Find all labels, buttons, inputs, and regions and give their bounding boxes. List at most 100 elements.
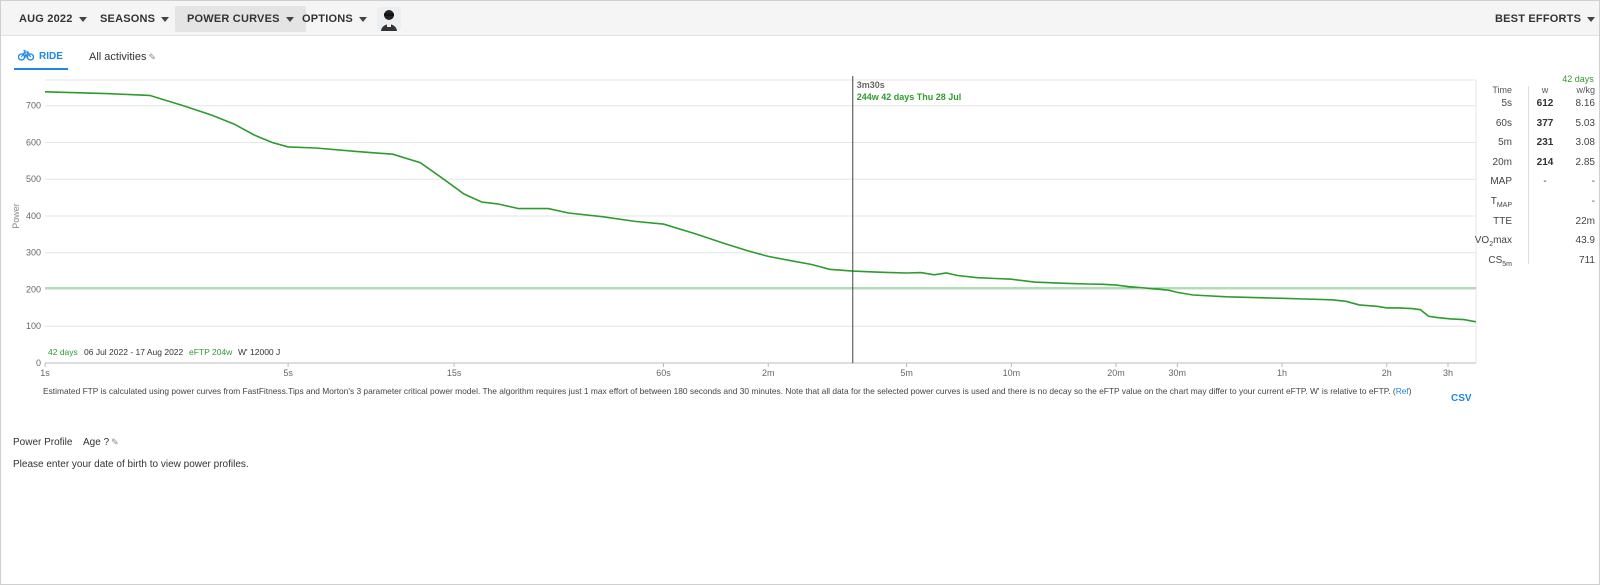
header-time: Time: [1492, 85, 1512, 95]
x-tick-label: 20m: [1107, 368, 1125, 378]
row-w: 612: [1536, 98, 1554, 109]
row-label: 60s: [1495, 118, 1512, 129]
table-row: MAP - -: [1480, 176, 1598, 194]
caret-down-icon: [285, 16, 294, 22]
eftp-note-close: ): [1408, 386, 1412, 396]
seasons-menu-label: SEASONS: [100, 13, 156, 25]
vo2max-label-b: max: [1493, 235, 1512, 246]
cs-value: 711: [1579, 255, 1595, 266]
row-label: 5m: [1498, 137, 1512, 148]
vo2max-label-a: VO: [1474, 235, 1490, 246]
table-separator: [1528, 86, 1529, 264]
y-tick-label: 200: [26, 284, 41, 294]
tte-label: TTE: [1493, 216, 1512, 227]
power-curves-menu-label: POWER CURVES: [187, 13, 280, 25]
y-tick-label: 300: [26, 248, 41, 258]
row-wkg: -: [1591, 176, 1595, 187]
x-tick-label: 2m: [762, 368, 775, 378]
vo2max-sub: 2: [1489, 241, 1494, 248]
best-efforts-menu-label: BEST EFFORTS: [1495, 13, 1582, 25]
y-tick-label: 500: [26, 174, 41, 184]
tmap-value: -: [1591, 196, 1595, 207]
header-wkg: w/kg: [1576, 85, 1595, 95]
caret-down-icon: [78, 16, 87, 22]
table-row: VO2max 43.9: [1475, 235, 1598, 253]
age-field[interactable]: Age ? ✎: [83, 437, 119, 448]
pencil-icon: ✎: [111, 437, 119, 447]
x-tick-label: 5s: [283, 368, 293, 378]
legend-eftp: eFTP 204w: [189, 347, 233, 357]
table-row: 5s 612 8.16: [1480, 98, 1598, 116]
top-toolbar: AUG 2022 SEASONS POWER CURVES OPTIONS BE…: [1, 1, 1599, 36]
x-tick-label: 60s: [656, 368, 671, 378]
row-w: 377: [1536, 118, 1554, 129]
row-label: VO2max: [1475, 235, 1512, 248]
x-tick-label: 5m: [900, 368, 913, 378]
y-tick-label: 100: [26, 321, 41, 331]
tmap-sub: MAP: [1496, 202, 1512, 209]
cursor-readout: 244w 42 days Thu 28 Jul: [857, 92, 962, 102]
age-label: Age ?: [83, 437, 110, 448]
x-tick-label: 3h: [1443, 368, 1453, 378]
legend-wprime: W' 12000 J: [238, 347, 280, 357]
stats-days-label: 42 days: [1562, 74, 1594, 84]
chart-grid: [45, 79, 1477, 364]
table-row: 20m 214 2.85: [1480, 157, 1598, 175]
y-tick-label: 600: [26, 137, 41, 147]
month-menu[interactable]: AUG 2022: [7, 6, 99, 32]
eftp-note-text: Estimated FTP is calculated using power …: [43, 386, 1396, 396]
y-tick-label: 0: [36, 358, 41, 368]
activity-filter[interactable]: All activities ✎: [89, 51, 156, 63]
x-tick-label: 1h: [1277, 368, 1287, 378]
ref-link[interactable]: Ref: [1395, 386, 1409, 396]
caret-down-icon: [358, 16, 367, 22]
eftp-note: Estimated FTP is calculated using power …: [43, 386, 1412, 396]
vo2max-value: 43.9: [1575, 235, 1595, 246]
table-row: CS5m 711: [1480, 255, 1598, 273]
row-w: -: [1543, 176, 1547, 187]
power-curves-menu[interactable]: POWER CURVES: [175, 6, 306, 32]
row-label: MAP: [1490, 176, 1512, 187]
avatar[interactable]: [377, 7, 401, 31]
table-row: TTE 22m: [1480, 216, 1598, 234]
legend-days: 42 days: [48, 347, 78, 357]
month-menu-label: AUG 2022: [19, 13, 73, 25]
x-tick-label: 1s: [40, 368, 50, 378]
power-profile-message: Please enter your date of birth to view …: [13, 459, 249, 470]
options-menu[interactable]: OPTIONS: [290, 6, 379, 32]
row-wkg: 3.08: [1575, 137, 1595, 148]
row-wkg: 2.85: [1575, 157, 1595, 168]
tmap-label: T: [1490, 196, 1497, 207]
y-tick-label: 700: [26, 101, 41, 111]
bike-icon: [18, 49, 34, 61]
table-row: 60s 377 5.03: [1480, 118, 1598, 136]
row-label: 20m: [1492, 157, 1512, 168]
pencil-icon: ✎: [148, 52, 157, 62]
row-w: 214: [1536, 157, 1554, 168]
cursor-duration-label: 3m30s: [857, 80, 885, 90]
best-efforts-menu[interactable]: BEST EFFORTS: [1483, 6, 1600, 32]
legend-date-range: 06 Jul 2022 - 17 Aug 2022: [84, 347, 184, 357]
y-tick-label: 400: [26, 211, 41, 221]
table-row: 5m 231 3.08: [1480, 137, 1598, 155]
x-tick-label: 30m: [1169, 368, 1187, 378]
avatar-icon: [377, 7, 401, 31]
activity-filter-label: All activities: [89, 51, 147, 63]
caret-down-icon: [161, 16, 170, 22]
y-axis-label: Power: [11, 203, 21, 229]
row-label: CS5m: [1488, 255, 1512, 268]
chart-legend: 42 days 06 Jul 2022 - 17 Aug 2022 eFTP 2…: [48, 347, 280, 357]
options-menu-label: OPTIONS: [302, 13, 353, 25]
tab-ride[interactable]: RIDE: [14, 46, 68, 70]
row-wkg: 8.16: [1575, 98, 1595, 109]
cs-label: CS: [1488, 255, 1503, 266]
seasons-menu[interactable]: SEASONS: [88, 6, 181, 32]
cs-sub: 5m: [1502, 261, 1512, 268]
x-tick-label: 15s: [447, 368, 462, 378]
table-row: TMAP -: [1480, 196, 1598, 214]
power-curve-chart[interactable]: 0 100 200 300 400 500 600 700 1s 5s 15s 60s 2m 5m 10m…: [0, 76, 1478, 380]
y-axis: 0 100 200 300 400 500 600 700: [26, 101, 41, 368]
row-label: TMAP: [1491, 196, 1512, 209]
csv-link[interactable]: CSV: [1451, 393, 1472, 404]
power-curve-line: [44, 91, 1477, 323]
